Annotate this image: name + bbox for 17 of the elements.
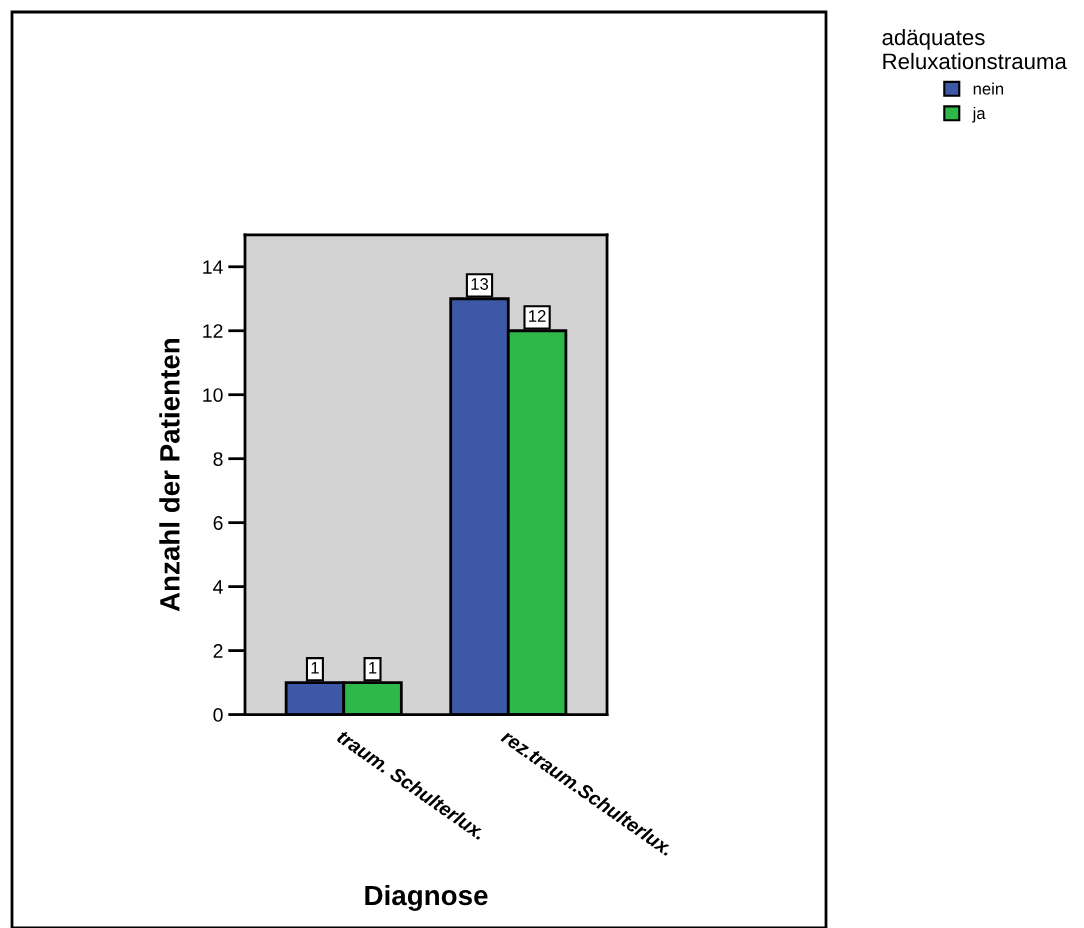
y-tick-label: 4 — [213, 580, 223, 594]
y-axis-title: Anzahl der Patienten — [159, 339, 180, 612]
data-label: 1 — [369, 662, 377, 674]
y-tick-label: 14 — [203, 260, 223, 274]
data-label: 12 — [529, 310, 546, 322]
y-tick-label: 10 — [203, 388, 223, 402]
data-label: 13 — [471, 278, 489, 290]
y-tick-label: 8 — [213, 452, 223, 466]
y-tick-label: 0 — [213, 708, 223, 722]
legend-label: ja — [972, 106, 986, 123]
x-axis-title: Diagnose — [365, 884, 488, 911]
legend-title: adäquates Reluxationstrauma — [882, 28, 1067, 70]
y-tick-label: 6 — [213, 516, 223, 530]
y-tick-label: 12 — [203, 324, 223, 338]
y-tick-label: 2 — [213, 644, 223, 658]
data-label: 1 — [311, 662, 319, 674]
legend-label: nein — [973, 82, 1004, 95]
